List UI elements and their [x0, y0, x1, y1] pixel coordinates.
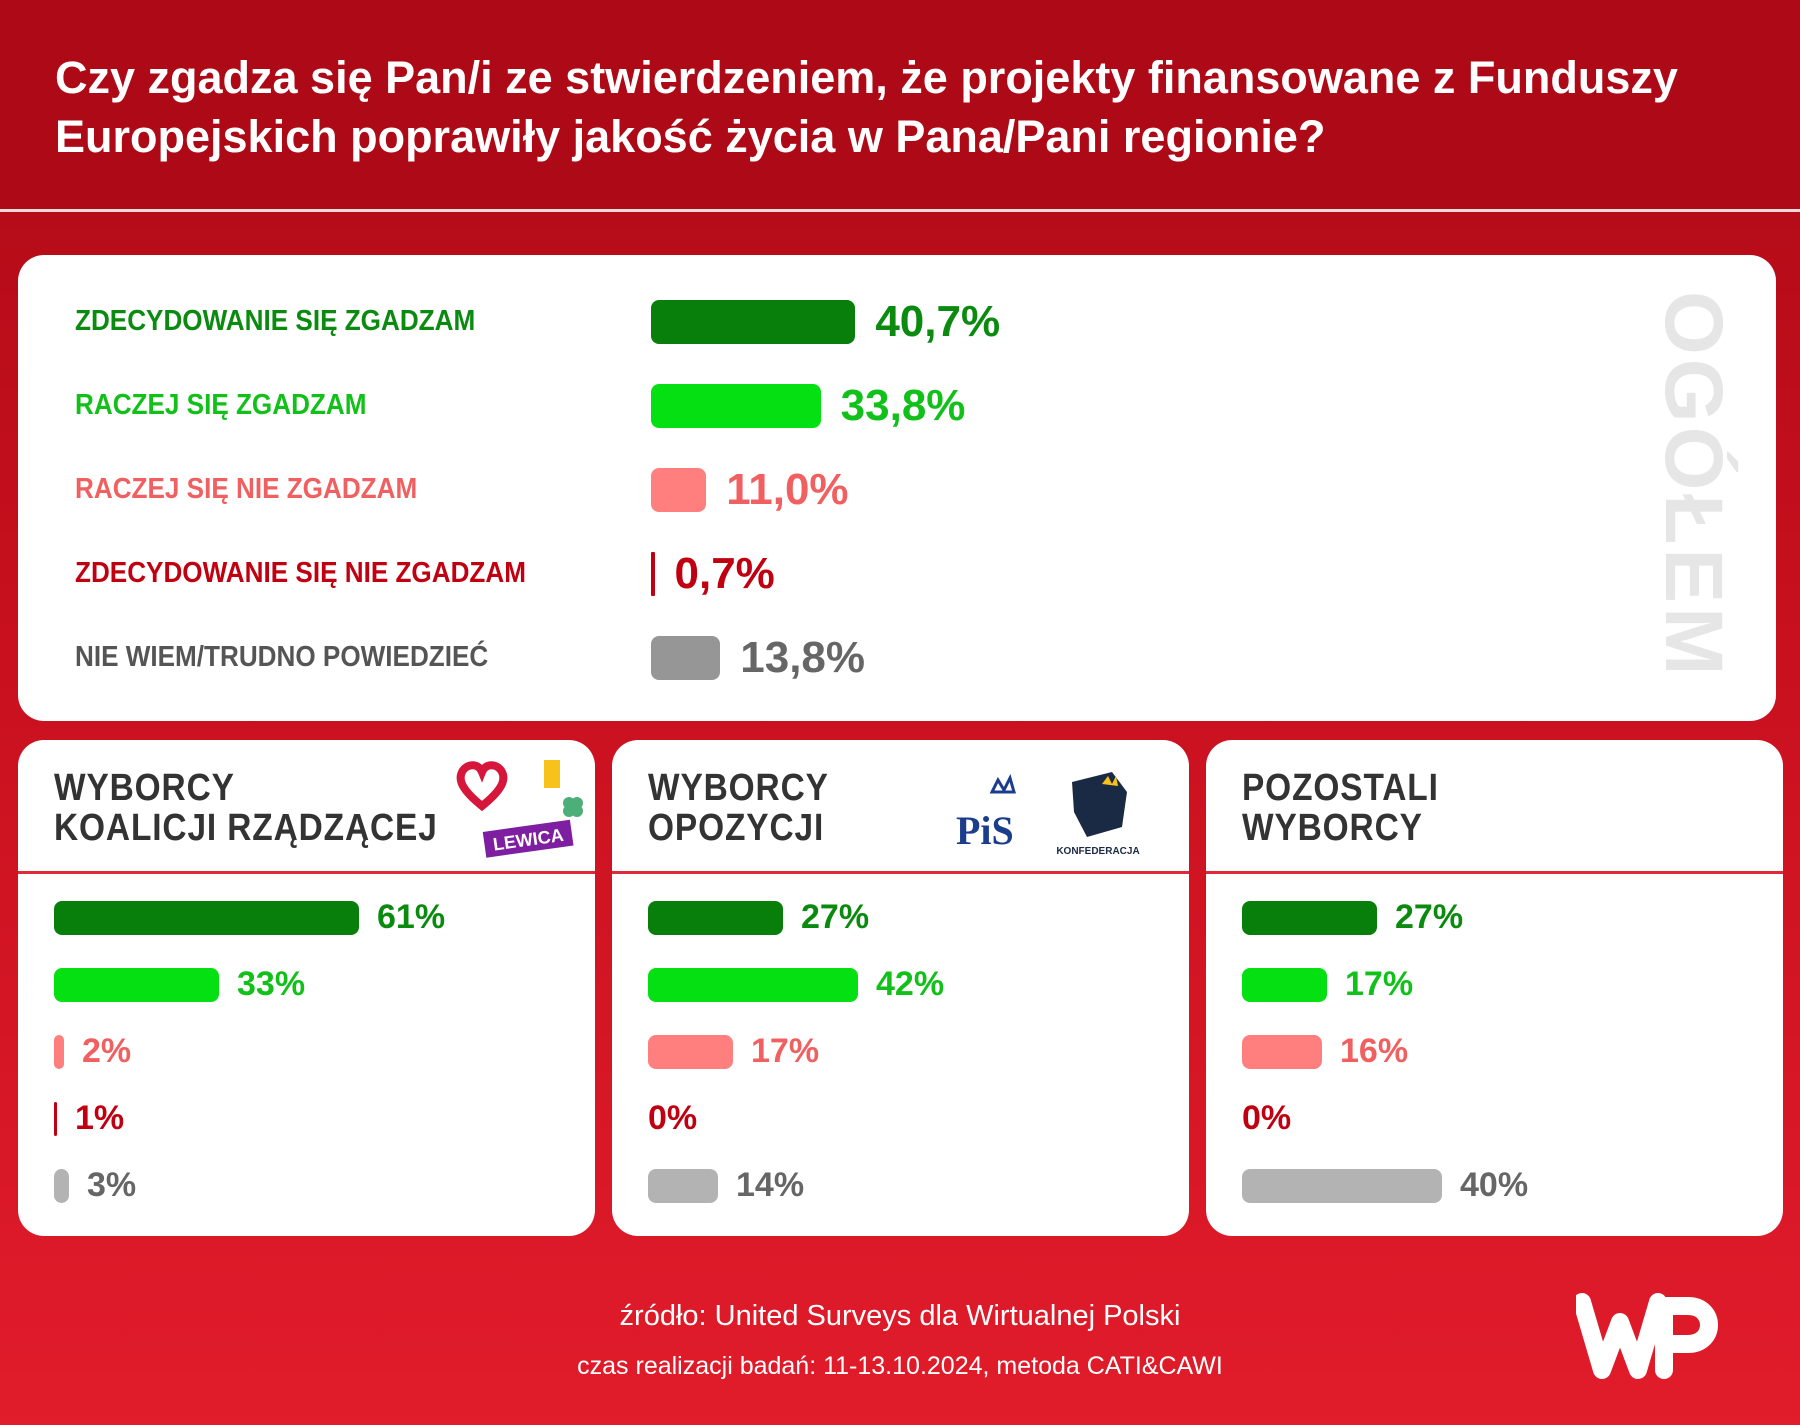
bar-agree: [1242, 968, 1327, 1002]
value-label: 0%: [648, 1099, 698, 1137]
opposition-card: WYBORCY OPOZYCJI PiS KONFEDERACJA 27% 42% 1…: [612, 740, 1189, 1236]
bar-strongly-agree: [54, 901, 359, 935]
category-label-strongly-agree: ZDECYDOWANIE SIĘ ZGADZAM: [75, 305, 476, 337]
opposition-title: WYBORCY OPOZYCJI: [648, 768, 829, 848]
bar-strongly-agree: [651, 300, 856, 344]
overall-label: OGÓŁEM: [1648, 290, 1739, 680]
bar-disagree: [54, 1035, 64, 1069]
bar-dont-know: [651, 636, 721, 680]
bar-dont-know: [54, 1169, 69, 1203]
value-label: 40%: [1460, 1166, 1529, 1204]
value-label: 3%: [87, 1166, 137, 1204]
opposition-logos: PiS KONFEDERACJA: [956, 772, 1140, 857]
lewica-logo: LEWICA: [482, 819, 574, 858]
others-card: POZOSTALI WYBORCY 27% 17% 16% 0% 40%: [1206, 740, 1783, 1236]
divider: [612, 871, 1189, 874]
category-label-dont-know: NIE WIEM/TRUDNO POWIEDZIEĆ: [75, 641, 489, 673]
value-label: 0%: [1242, 1099, 1292, 1137]
pis-crown-icon: [989, 773, 1016, 794]
bar-disagree: [648, 1035, 733, 1069]
value-label: 0,7%: [674, 549, 775, 598]
bar-strongly-agree: [1242, 901, 1377, 935]
overall-card: OGÓŁEM ZDECYDOWANIE SIĘ ZGADZAM 40,7% RACZ…: [18, 255, 1776, 721]
category-label-disagree: RACZEJ SIĘ NIE ZGADZAM: [75, 473, 418, 505]
title-line: POZOSTALI: [1242, 767, 1439, 809]
bar-agree: [54, 968, 219, 1002]
value-label: 40,7%: [875, 297, 1001, 346]
category-label-strongly-disagree: ZDECYDOWANIE SIĘ NIE ZGADZAM: [75, 557, 526, 589]
coalition-title: WYBORCY KOALICJI RZĄDZĄCEJ: [54, 768, 438, 848]
value-label: 1%: [75, 1099, 125, 1137]
title-line: OPOZYCJI: [648, 807, 825, 849]
konfederacja-logo: KONFEDERACJA: [1056, 846, 1139, 857]
wp-logo: [1576, 1293, 1718, 1379]
value-label: 61%: [377, 898, 446, 936]
divider: [1206, 871, 1783, 874]
td-2050-icon: [544, 760, 560, 788]
coalition-logos: LEWICA: [456, 760, 583, 858]
title-line: WYBORCY: [1242, 807, 1423, 849]
value-label: 2%: [82, 1032, 132, 1070]
bar-disagree: [1242, 1035, 1322, 1069]
value-label: 11,0%: [726, 465, 849, 514]
method-text: czas realizacji badań: 11-13.10.2024, me…: [577, 1352, 1223, 1380]
coalition-card: WYBORCY KOALICJI RZĄDZĄCEJ LEWICA 61% 33% 2…: [18, 740, 595, 1236]
title-line: WYBORCY: [648, 767, 829, 809]
pis-logo: PiS: [956, 808, 1014, 853]
value-label: 13,8%: [740, 633, 866, 682]
title-line: WYBORCY: [54, 767, 235, 809]
source-text: źródło: United Surveys dla Wirtualnej Po…: [619, 1300, 1181, 1332]
value-label: 33,8%: [840, 381, 966, 430]
bar-strongly-disagree: [54, 1102, 57, 1136]
bar-disagree: [651, 468, 707, 512]
bar-strongly-agree: [648, 901, 783, 935]
bar-dont-know: [1242, 1169, 1442, 1203]
title-line: KOALICJI RZĄDZĄCEJ: [54, 807, 438, 849]
value-label: 33%: [237, 965, 306, 1003]
ko-heart-icon: [456, 761, 508, 812]
bar-agree: [651, 384, 821, 428]
bar-dont-know: [648, 1169, 718, 1203]
header: Czy zgadza się Pan/i ze stwierdzeniem, ż…: [0, 0, 1800, 212]
bar-agree: [648, 968, 858, 1002]
value-label: 27%: [801, 898, 870, 936]
value-label: 27%: [1395, 898, 1464, 936]
konfederacja-eagle-icon: [1072, 772, 1127, 837]
value-label: 42%: [876, 965, 945, 1003]
crown-icon: [1102, 776, 1118, 786]
divider: [18, 871, 595, 874]
category-label-agree: RACZEJ SIĘ ZGADZAM: [75, 389, 367, 421]
others-title: POZOSTALI WYBORCY: [1242, 768, 1439, 848]
value-label: 17%: [1345, 965, 1414, 1003]
value-label: 14%: [736, 1166, 805, 1204]
value-label: 17%: [751, 1032, 820, 1070]
value-label: 16%: [1340, 1032, 1409, 1070]
clover-icon: [563, 797, 583, 817]
page-title: Czy zgadza się Pan/i ze stwierdzeniem, ż…: [55, 52, 1678, 162]
bar-strongly-disagree: [651, 552, 655, 596]
